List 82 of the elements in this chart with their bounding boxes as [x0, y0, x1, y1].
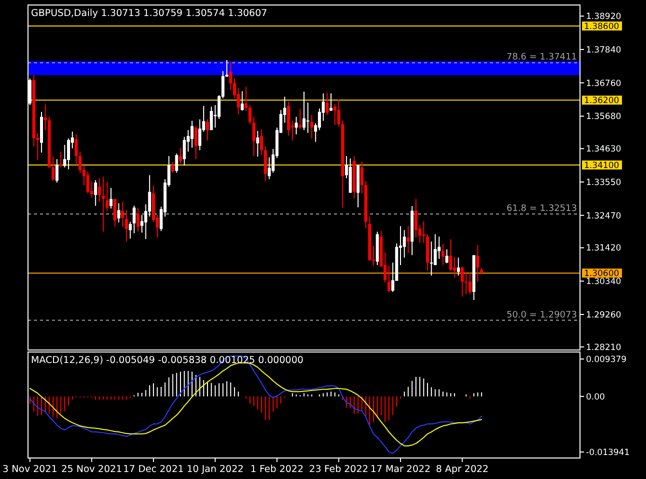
y-tick-label: 1.30340 — [586, 277, 622, 288]
candlestick — [449, 238, 452, 272]
x-tick-label: 17 Mar 2022 — [370, 464, 431, 475]
candlestick — [298, 108, 302, 130]
y-tick-label: 1.37840 — [586, 45, 622, 56]
candlestick — [190, 120, 194, 148]
candlestick — [175, 153, 178, 174]
candlestick — [402, 230, 406, 258]
x-tick-label: 10 Jan 2022 — [186, 464, 244, 475]
y-tick-label: 0.009379 — [586, 354, 627, 365]
y-tick-label: 0.00 — [586, 392, 605, 402]
ref-line-label: 1.36200 — [584, 96, 620, 106]
candlestick — [302, 91, 306, 131]
candlestick — [460, 266, 464, 298]
candlestick — [94, 180, 98, 206]
candlestick — [468, 272, 472, 295]
candlestick — [453, 256, 456, 278]
candlestick — [136, 207, 140, 232]
candlestick — [456, 257, 460, 276]
candlestick — [244, 86, 248, 112]
y-tick-label: 1.34630 — [586, 144, 622, 155]
candlestick — [240, 90, 244, 112]
y-tick-label: 1.29260 — [586, 310, 622, 320]
candlestick — [117, 202, 120, 223]
candlestick — [124, 210, 128, 242]
candlestick — [333, 104, 336, 126]
x-tick-label: 1 Feb 2022 — [250, 464, 304, 475]
chart-title: GBPUSD,Daily 1.30713 1.30759 1.30574 1.30607 — [31, 8, 268, 19]
candlestick — [63, 144, 66, 168]
candlestick — [337, 99, 340, 128]
y-tick-label: 1.38920 — [586, 12, 622, 22]
candlestick — [178, 147, 182, 164]
candlestick — [252, 116, 256, 157]
ref-line-label: 78.6 = 1.37411 — [506, 52, 577, 63]
candlestick — [67, 138, 70, 170]
candlestick — [330, 92, 333, 112]
candlestick — [113, 198, 116, 228]
candlestick — [387, 265, 390, 292]
candlestick — [109, 187, 112, 210]
candlestick — [194, 126, 198, 160]
candlestick — [55, 158, 58, 184]
candlestick — [310, 114, 314, 139]
ref-line-label: 1.34100 — [584, 160, 620, 171]
candlestick — [256, 130, 260, 158]
candlestick — [52, 156, 55, 182]
y-tick-label: 1.36760 — [586, 78, 622, 89]
candlestick — [171, 161, 174, 174]
candlestick — [306, 102, 310, 134]
x-tick-label: 8 Apr 2022 — [436, 464, 489, 475]
y-tick-label: 1.31420 — [586, 244, 622, 254]
x-tick-label: 23 Feb 2022 — [309, 464, 368, 475]
ref-line-label: 50.0 = 1.29073 — [506, 310, 577, 320]
candlestick — [326, 92, 329, 116]
candlestick — [430, 241, 433, 276]
candlestick — [121, 201, 124, 228]
candlestick — [86, 171, 90, 194]
candlestick — [294, 116, 298, 135]
candlestick — [248, 104, 252, 125]
candlestick — [59, 151, 62, 168]
candlestick — [206, 118, 209, 142]
candlestick — [264, 146, 267, 182]
candlestick — [445, 248, 448, 264]
ref-line-label: 1.38600 — [584, 22, 620, 32]
y-tick-label: 1.35680 — [586, 112, 622, 122]
candlestick — [210, 106, 213, 131]
candlestick — [260, 128, 264, 156]
candlestick — [406, 226, 410, 254]
candlestick — [102, 176, 105, 232]
candlestick — [360, 161, 364, 194]
x-tick-label: 25 Nov 2021 — [61, 464, 122, 475]
x-tick-label: 3 Nov 2021 — [2, 464, 58, 475]
y-tick-label: 1.33550 — [586, 178, 622, 188]
y-tick-label: -0.013941 — [586, 448, 630, 458]
y-tick-label: 1.32470 — [586, 211, 622, 222]
candlestick — [98, 178, 101, 202]
candlestick — [441, 244, 444, 266]
candlestick — [414, 198, 418, 238]
ref-line-label: 61.8 = 1.32513 — [506, 204, 577, 214]
x-tick-label: 17 Dec 2021 — [123, 464, 184, 475]
candlestick — [236, 87, 240, 115]
candlestick — [476, 244, 480, 282]
y-tick-label: 1.28210 — [586, 342, 622, 353]
